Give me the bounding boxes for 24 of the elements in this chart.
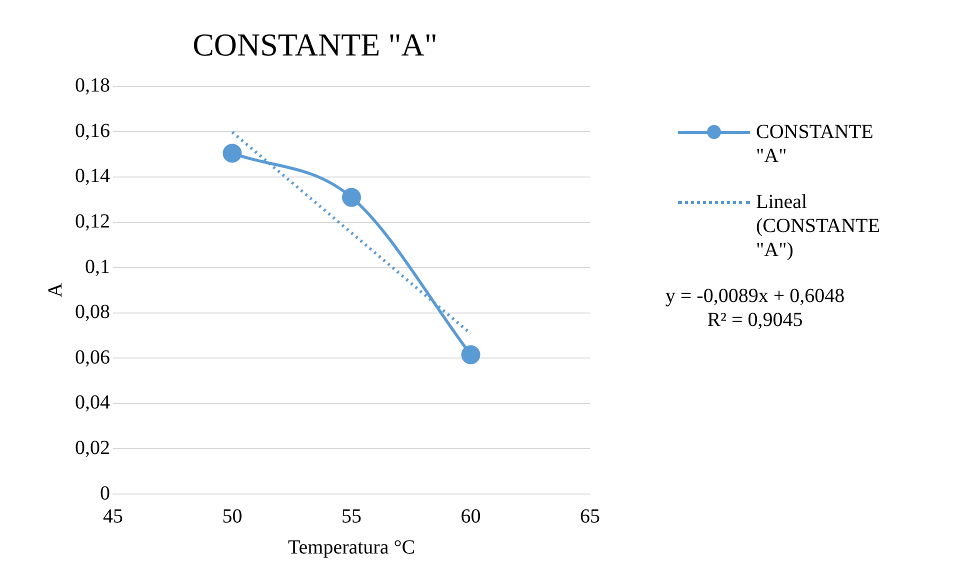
x-axis-title: Temperatura °C — [288, 536, 416, 558]
y-tick-label: 0 — [100, 482, 110, 504]
legend-label: CONSTANTE "A" — [756, 120, 874, 168]
y-tick-label: 0,02 — [75, 436, 110, 459]
x-tick-label: 50 — [222, 505, 242, 528]
point — [342, 188, 361, 207]
y-tick-label: 0,16 — [75, 120, 110, 142]
legend-label: Lineal (CONSTANTE "A") — [756, 190, 881, 262]
y-tick-label: 0,12 — [75, 210, 110, 233]
y-tick-label: 0,04 — [75, 392, 110, 414]
y-axis-title: A — [44, 282, 66, 298]
point — [461, 345, 480, 364]
y-tick-label: 0,1 — [85, 256, 110, 278]
point — [222, 144, 242, 163]
chart-title: CONSTANTE "A" — [192, 26, 438, 63]
x-tick-label: 65 — [580, 505, 600, 528]
y-tick-label: 0,18 — [75, 74, 110, 97]
x-tick-label: 45 — [103, 505, 123, 528]
y-tick-label: 0,14 — [75, 165, 110, 188]
x-tick-label: 55 — [342, 505, 362, 528]
y-tick-label: 0,08 — [75, 301, 110, 324]
text: y = -0,0089x + 0,6048 R² = 0,9045 — [664, 284, 846, 332]
x-tick-label: 60 — [460, 505, 481, 528]
y-tick-label: 0,06 — [75, 346, 110, 368]
